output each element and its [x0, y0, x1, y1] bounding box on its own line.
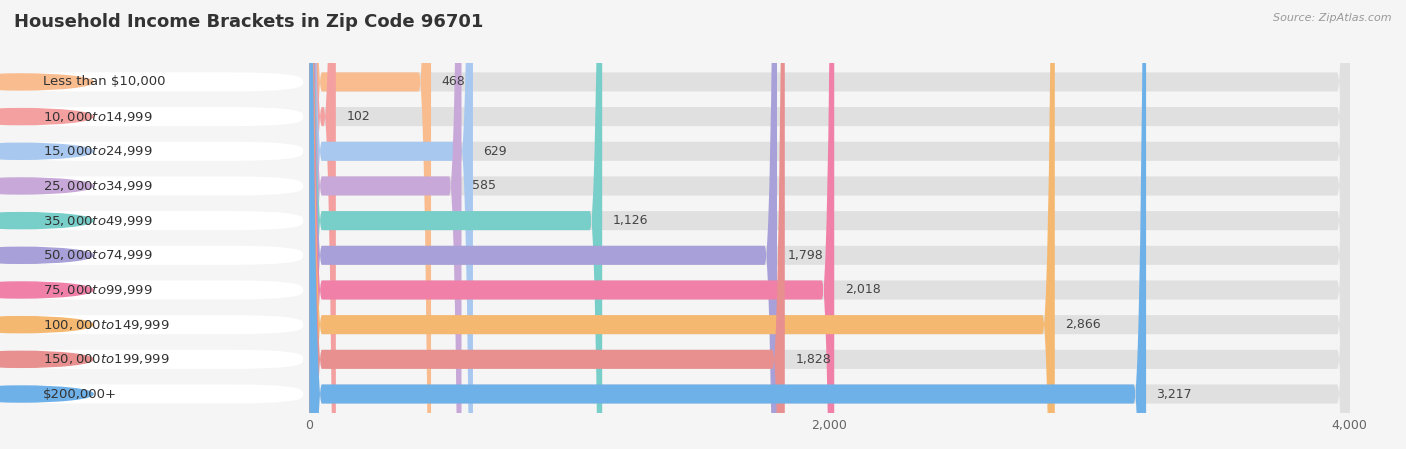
- FancyBboxPatch shape: [309, 0, 432, 449]
- Circle shape: [0, 213, 93, 229]
- Text: Less than $10,000: Less than $10,000: [44, 75, 166, 88]
- FancyBboxPatch shape: [6, 315, 304, 334]
- FancyBboxPatch shape: [309, 0, 472, 449]
- Circle shape: [0, 351, 93, 367]
- FancyBboxPatch shape: [309, 0, 1054, 449]
- Text: Household Income Brackets in Zip Code 96701: Household Income Brackets in Zip Code 96…: [14, 13, 484, 31]
- FancyBboxPatch shape: [309, 0, 336, 449]
- Text: 468: 468: [441, 75, 465, 88]
- FancyBboxPatch shape: [309, 0, 1146, 449]
- FancyBboxPatch shape: [6, 72, 304, 92]
- Text: $75,000 to $99,999: $75,000 to $99,999: [44, 283, 153, 297]
- Text: $150,000 to $199,999: $150,000 to $199,999: [44, 352, 170, 366]
- Text: $100,000 to $149,999: $100,000 to $149,999: [44, 317, 170, 332]
- Circle shape: [0, 282, 93, 298]
- Text: $25,000 to $34,999: $25,000 to $34,999: [44, 179, 153, 193]
- FancyBboxPatch shape: [309, 0, 1350, 449]
- FancyBboxPatch shape: [309, 0, 778, 449]
- FancyBboxPatch shape: [6, 176, 304, 195]
- FancyBboxPatch shape: [309, 0, 785, 449]
- FancyBboxPatch shape: [309, 0, 1350, 449]
- Circle shape: [0, 317, 93, 333]
- Text: $15,000 to $24,999: $15,000 to $24,999: [44, 144, 153, 158]
- Text: 1,798: 1,798: [787, 249, 823, 262]
- Text: 3,217: 3,217: [1157, 387, 1192, 401]
- Text: 629: 629: [484, 145, 508, 158]
- Circle shape: [0, 109, 93, 125]
- Text: 1,126: 1,126: [613, 214, 648, 227]
- Text: 1,828: 1,828: [796, 353, 831, 366]
- Text: $10,000 to $14,999: $10,000 to $14,999: [44, 110, 153, 123]
- FancyBboxPatch shape: [309, 0, 602, 449]
- FancyBboxPatch shape: [6, 246, 304, 265]
- Text: 585: 585: [472, 180, 496, 193]
- Text: $35,000 to $49,999: $35,000 to $49,999: [44, 214, 153, 228]
- FancyBboxPatch shape: [309, 0, 1350, 449]
- Text: $200,000+: $200,000+: [44, 387, 117, 401]
- Circle shape: [0, 386, 93, 402]
- FancyBboxPatch shape: [309, 0, 1350, 449]
- FancyBboxPatch shape: [6, 281, 304, 299]
- FancyBboxPatch shape: [6, 211, 304, 230]
- FancyBboxPatch shape: [309, 0, 461, 449]
- FancyBboxPatch shape: [309, 0, 1350, 449]
- Text: $50,000 to $74,999: $50,000 to $74,999: [44, 248, 153, 262]
- Text: Source: ZipAtlas.com: Source: ZipAtlas.com: [1274, 13, 1392, 23]
- FancyBboxPatch shape: [6, 107, 304, 126]
- FancyBboxPatch shape: [6, 142, 304, 161]
- Text: 2,018: 2,018: [845, 283, 880, 296]
- FancyBboxPatch shape: [309, 0, 834, 449]
- Circle shape: [0, 178, 93, 194]
- Circle shape: [0, 143, 93, 159]
- FancyBboxPatch shape: [6, 350, 304, 369]
- FancyBboxPatch shape: [6, 384, 304, 404]
- Text: 2,866: 2,866: [1066, 318, 1101, 331]
- Circle shape: [0, 74, 93, 90]
- FancyBboxPatch shape: [309, 0, 1350, 449]
- FancyBboxPatch shape: [309, 0, 1350, 449]
- Text: 102: 102: [346, 110, 370, 123]
- FancyBboxPatch shape: [309, 0, 1350, 449]
- FancyBboxPatch shape: [309, 0, 1350, 449]
- FancyBboxPatch shape: [309, 0, 1350, 449]
- Circle shape: [0, 247, 93, 263]
